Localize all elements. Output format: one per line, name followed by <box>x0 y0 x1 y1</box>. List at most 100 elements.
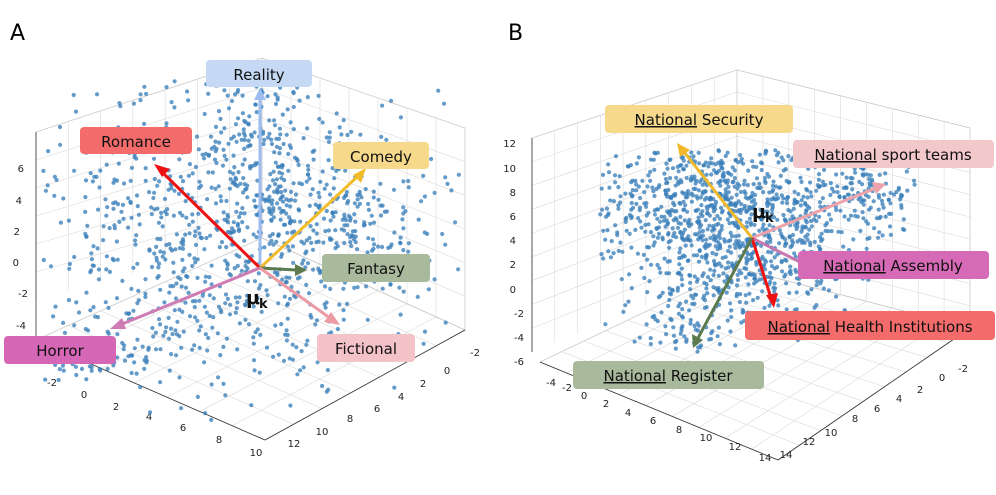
panel-b-point <box>744 220 750 225</box>
panel-b-point <box>729 234 735 239</box>
panel-a-point <box>180 237 185 242</box>
panel-b-point <box>681 253 686 258</box>
panel-b-x-tick-8: 8 <box>676 425 682 436</box>
panel-a-point <box>157 317 162 322</box>
panel-b-point <box>747 291 752 296</box>
panel-b-point <box>616 185 621 190</box>
panel-a-point <box>177 157 182 162</box>
panel-b-point <box>732 168 737 173</box>
panel-a-point <box>61 368 66 373</box>
panel-a-point <box>456 172 461 177</box>
panel-a-point <box>190 347 195 352</box>
panel-a-point <box>235 184 240 189</box>
panel-a-point <box>245 279 250 284</box>
panel-a-point <box>272 270 277 275</box>
panel-b-point <box>731 179 736 184</box>
panel-a-point <box>339 132 344 137</box>
panel-b-point <box>716 168 722 173</box>
panel-a-point <box>212 144 217 149</box>
panel-a-point <box>422 194 427 199</box>
panel-a-point <box>183 232 188 237</box>
panel-a-point <box>185 89 190 94</box>
panel-a-point <box>162 300 167 305</box>
panel-a-point <box>153 347 159 352</box>
panel-a-point <box>378 181 383 186</box>
panel-b-point <box>715 334 720 339</box>
panel-b-point <box>785 195 790 200</box>
panel-b-point <box>816 244 821 249</box>
panel-a-point <box>156 220 162 225</box>
panel-b-label-health-institutions-prefix: National <box>767 318 830 336</box>
panel-b-point <box>722 239 728 244</box>
panel-a-point <box>272 118 277 123</box>
panel-b-point <box>748 252 754 257</box>
panel-a-point <box>180 257 185 262</box>
panel-b-point <box>881 205 886 210</box>
panel-a-point <box>105 366 110 371</box>
panel-a-point <box>169 352 174 357</box>
panel-b-point <box>634 188 639 193</box>
panel-b-point <box>769 250 774 255</box>
panel-a-point <box>94 92 100 97</box>
panel-a-point <box>152 207 157 212</box>
panel-a-point <box>388 282 393 287</box>
panel-a-point <box>352 285 357 290</box>
panel-a-point <box>159 210 164 215</box>
panel-b-point <box>821 286 827 291</box>
panel-a-point <box>192 233 197 238</box>
panel-a-point <box>193 164 198 170</box>
panel-a-point <box>369 213 374 218</box>
panel-a-point <box>235 263 240 268</box>
panel-b-point <box>769 211 775 216</box>
panel-b-point <box>657 183 662 188</box>
panel-a-point <box>290 244 296 249</box>
panel-b-point <box>639 265 644 270</box>
panel-a-point <box>324 135 329 140</box>
panel-b-point <box>721 193 726 198</box>
panel-a-point <box>186 173 191 178</box>
panel-b-point <box>841 244 846 249</box>
panel-a-label-reality: Reality <box>206 60 312 87</box>
panel-b-point <box>725 197 731 202</box>
panel-a-point <box>149 205 154 210</box>
panel-b-point <box>685 209 690 214</box>
panel-a-point <box>197 231 202 236</box>
panel-a-point <box>233 122 239 127</box>
panel-b-point <box>781 158 786 163</box>
panel-a-point <box>406 178 411 184</box>
panel-a-point <box>279 322 284 327</box>
panel-b-point <box>765 197 770 202</box>
panel-b-point <box>783 241 788 246</box>
panel-b-point <box>605 228 610 233</box>
panel-b-point <box>808 243 813 248</box>
panel-a-point <box>329 330 334 335</box>
panel-b-point <box>816 172 822 177</box>
panel-b-point <box>684 339 689 344</box>
panel-a-point <box>187 231 192 236</box>
panel-b-point <box>692 274 697 279</box>
panel-b-point <box>707 223 712 228</box>
panel-a-point <box>211 315 216 320</box>
panel-b-label-health-institutions-suffix: Health Institutions <box>835 318 973 336</box>
panel-a-point <box>258 332 263 337</box>
panel-a-point <box>228 273 233 278</box>
panel-b-point <box>729 308 734 313</box>
panel-b-point <box>630 205 636 210</box>
panel-b-point <box>735 277 741 283</box>
panel-a-point <box>43 188 49 193</box>
panel-a-point <box>222 153 227 158</box>
panel-b-point <box>869 177 875 182</box>
panel-b-point <box>724 193 729 198</box>
panel-a-point <box>195 394 200 399</box>
panel-a-point <box>215 331 220 336</box>
panel-b-point <box>704 286 709 291</box>
panel-a-point <box>378 203 383 208</box>
panel-a-point <box>350 233 356 239</box>
panel-a-point <box>298 368 303 373</box>
panel-a-point <box>91 244 96 249</box>
panel-a-left-grid-line <box>35 87 263 161</box>
panel-a-point <box>314 222 319 227</box>
panel-a-letter: A <box>10 21 25 46</box>
panel-b-point <box>787 290 792 296</box>
panel-b-point <box>716 149 722 154</box>
